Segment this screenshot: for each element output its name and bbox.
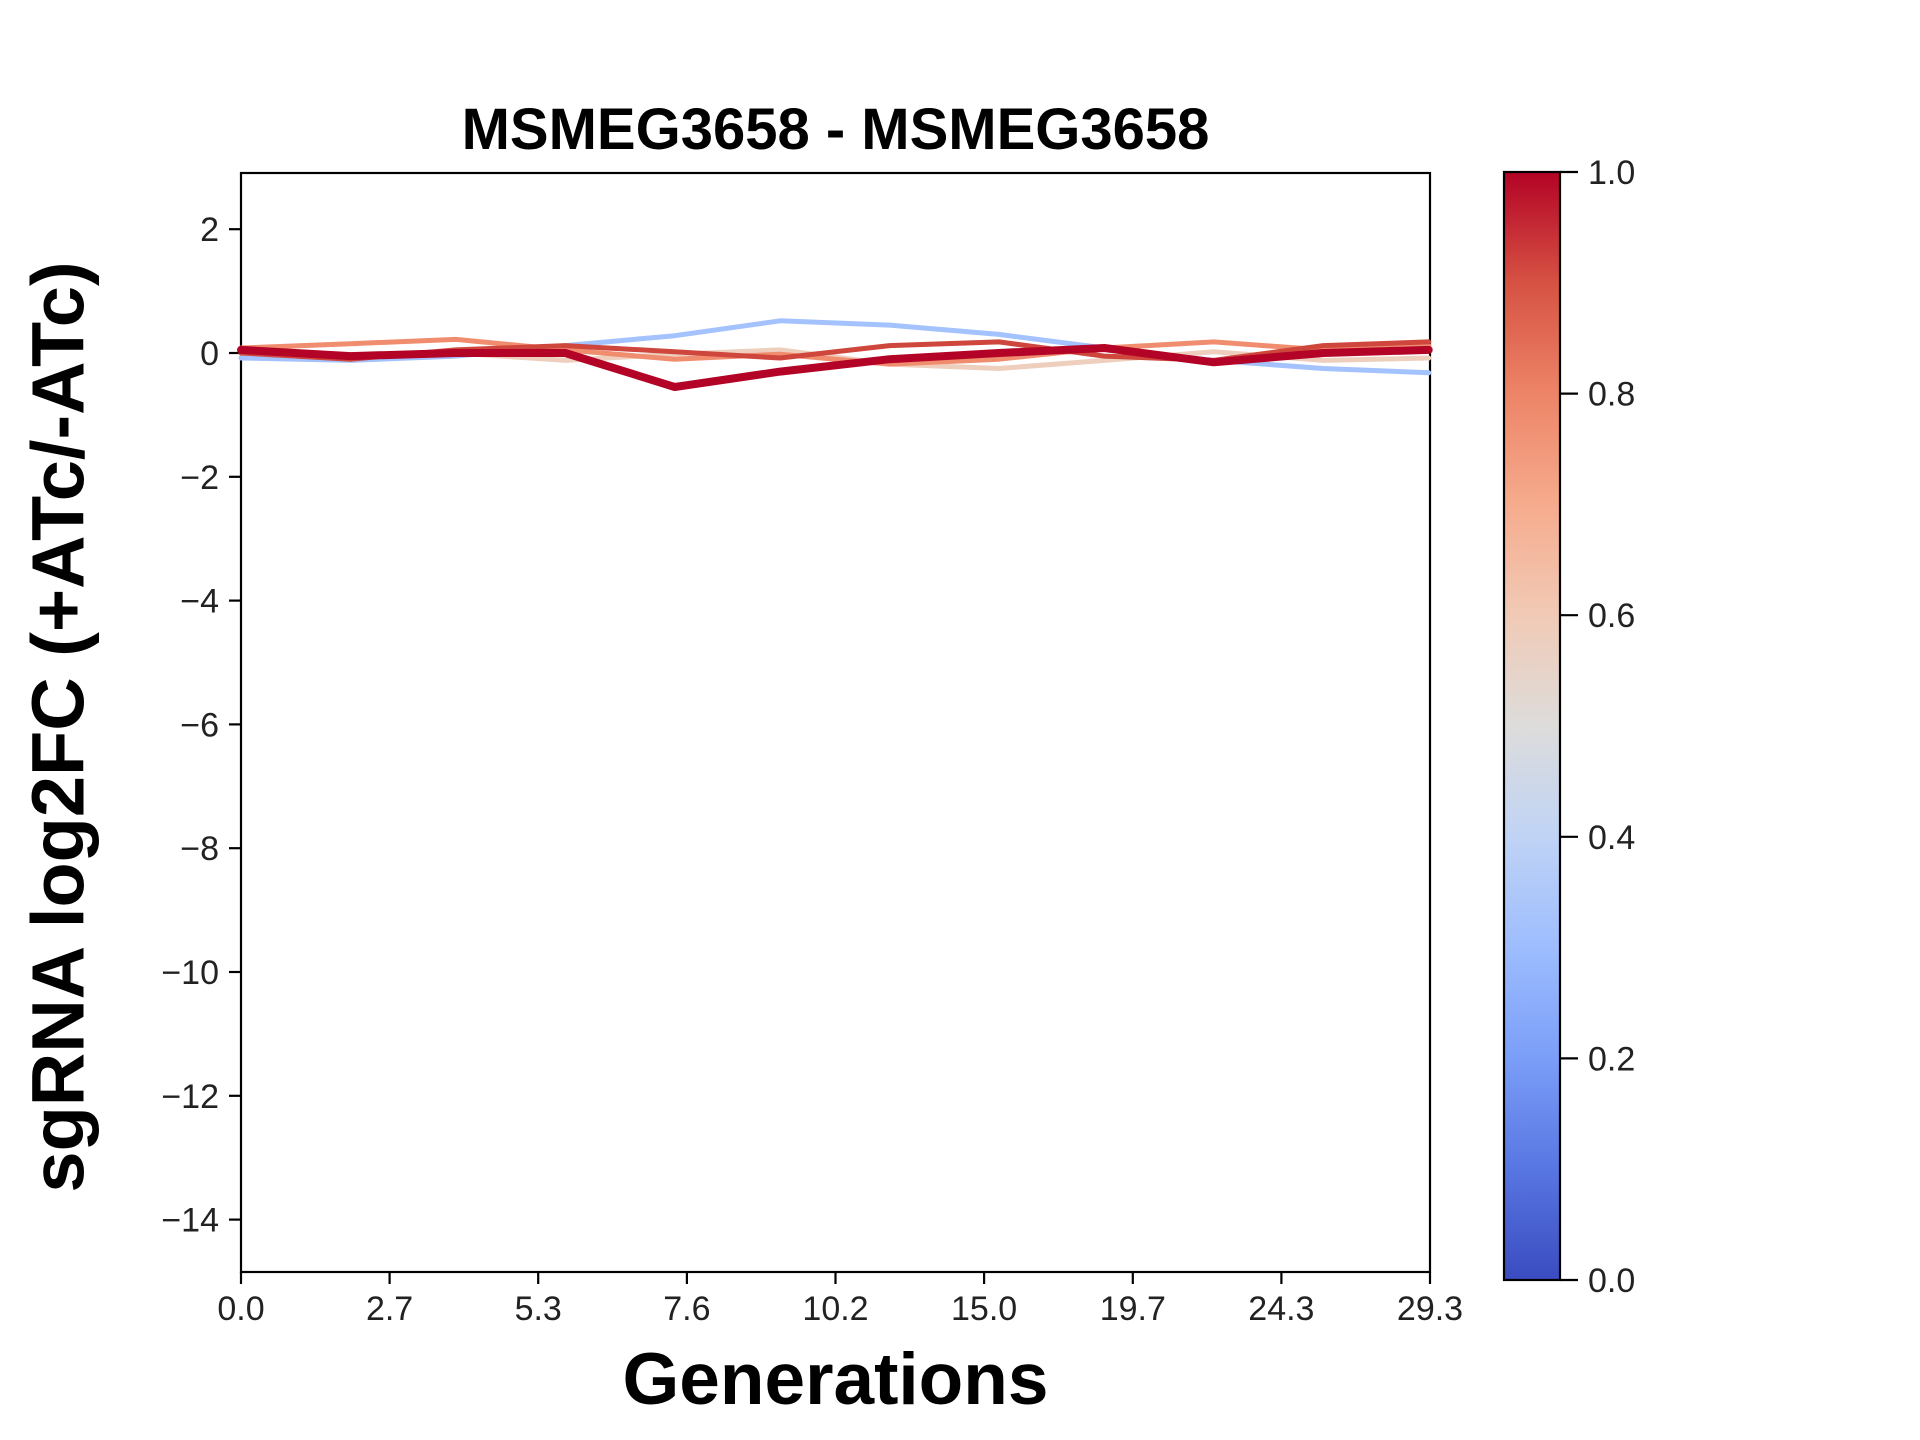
svg-text:0.6: 0.6 [1588, 597, 1635, 635]
svg-text:10.2: 10.2 [802, 1290, 868, 1328]
svg-text:2: 2 [200, 211, 219, 249]
svg-text:2.7: 2.7 [366, 1290, 413, 1328]
svg-text:0.4: 0.4 [1588, 819, 1635, 857]
svg-text:−4: −4 [180, 583, 219, 621]
svg-text:15.0: 15.0 [951, 1290, 1017, 1328]
svg-text:5.3: 5.3 [515, 1290, 562, 1328]
svg-text:7.6: 7.6 [663, 1290, 710, 1328]
svg-text:−8: −8 [180, 830, 219, 868]
svg-text:−10: −10 [161, 954, 219, 992]
svg-text:−12: −12 [161, 1078, 219, 1116]
svg-text:24.3: 24.3 [1248, 1290, 1314, 1328]
svg-text:0.0: 0.0 [217, 1290, 264, 1328]
svg-text:0.8: 0.8 [1588, 376, 1635, 414]
svg-text:0.0: 0.0 [1588, 1262, 1635, 1300]
svg-text:0.2: 0.2 [1588, 1040, 1635, 1078]
svg-text:−14: −14 [161, 1202, 219, 1240]
svg-text:1.0: 1.0 [1588, 154, 1635, 192]
svg-text:−6: −6 [180, 706, 219, 744]
svg-text:0: 0 [200, 335, 219, 373]
svg-text:19.7: 19.7 [1100, 1290, 1166, 1328]
svg-text:29.3: 29.3 [1397, 1290, 1463, 1328]
svg-text:−2: −2 [180, 459, 219, 497]
